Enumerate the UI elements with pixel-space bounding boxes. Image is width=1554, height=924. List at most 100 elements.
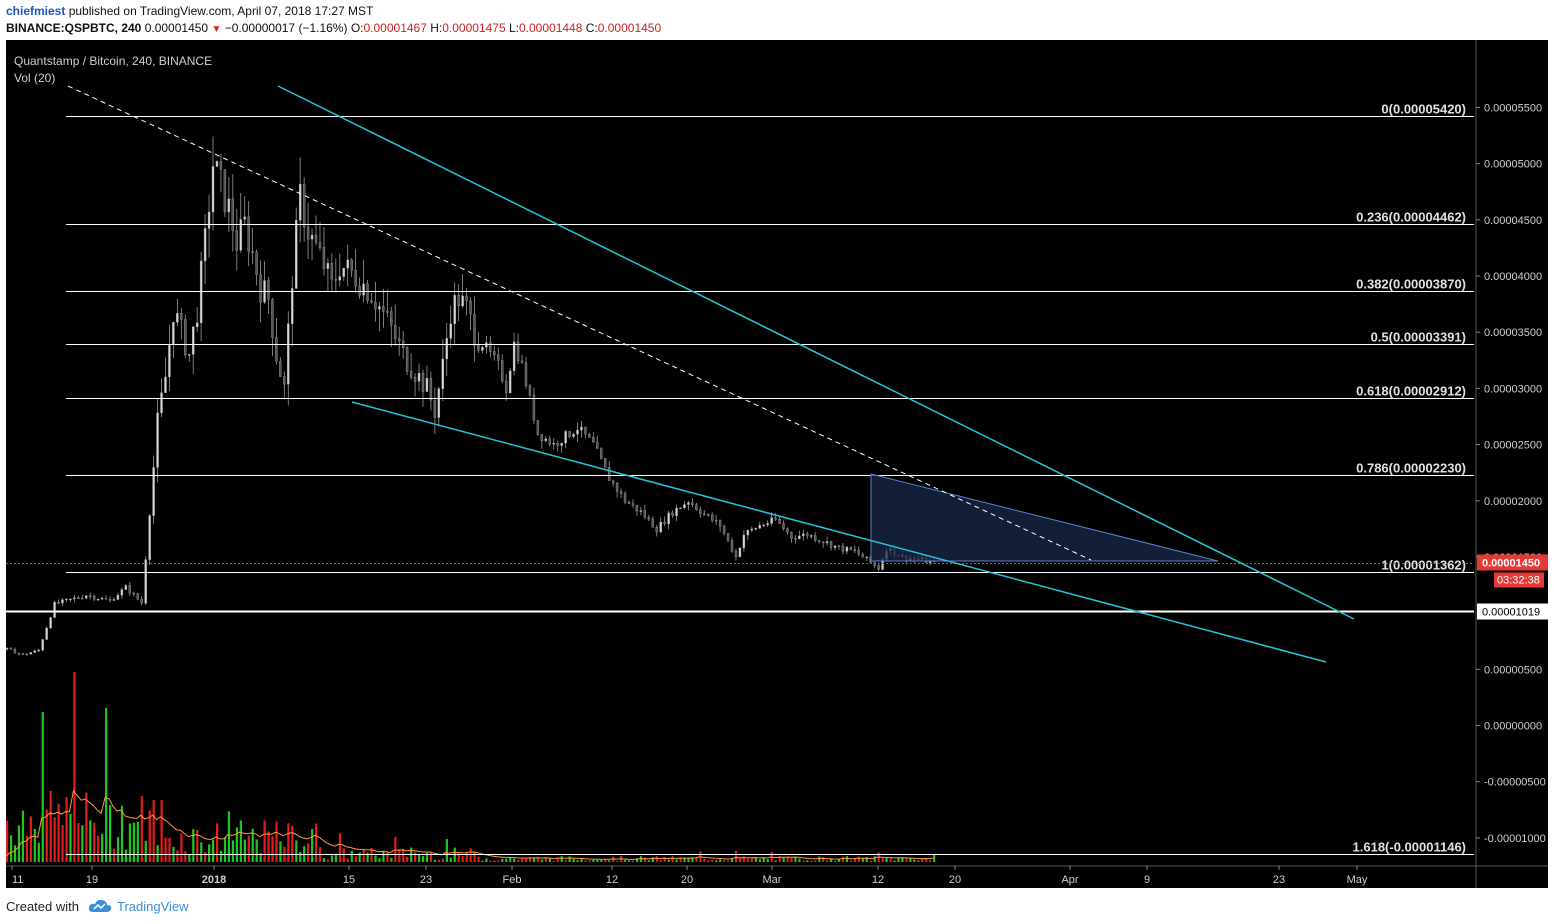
- volume-bar: [485, 858, 488, 862]
- high-label: H:: [430, 21, 443, 35]
- volume-bar: [461, 855, 464, 862]
- candle-body: [425, 377, 429, 392]
- volume-bar: [136, 821, 139, 862]
- volume-bar: [790, 857, 793, 862]
- candle-body: [211, 166, 215, 213]
- x-tick-label: 15: [343, 874, 355, 886]
- fib-level-label: 0.5(0.00003391): [1371, 330, 1466, 345]
- candle-body: [437, 388, 441, 418]
- last-price-label: 0.00001450: [1482, 558, 1540, 570]
- volume-bar: [889, 858, 892, 862]
- volume-bar: [513, 858, 516, 862]
- candle-body: [802, 533, 805, 537]
- volume-bar: [469, 848, 472, 862]
- y-tick-label: -0.00001000: [1484, 833, 1546, 845]
- volume-bar: [196, 829, 199, 862]
- candle-body: [17, 652, 21, 655]
- volume-bar: [251, 828, 254, 862]
- volume-bar: [493, 860, 496, 862]
- candle-body: [647, 517, 651, 520]
- volume-bar: [41, 712, 44, 862]
- author-link[interactable]: chiefmiest: [6, 4, 66, 18]
- triangle-pattern: [870, 473, 1219, 562]
- price-chart[interactable]: 0(0.00005420) 0.236(0.00004462) 0.382(0.00…: [6, 40, 1548, 888]
- volume-bar: [933, 854, 936, 862]
- candle-body: [663, 521, 666, 525]
- volume-bar: [865, 857, 868, 862]
- candle-body: [88, 595, 92, 598]
- volume-bar: [750, 857, 754, 862]
- candles: [6, 136, 936, 656]
- candle-body: [726, 533, 730, 541]
- close-value: 0.00001450: [597, 21, 662, 35]
- candle-body: [326, 262, 330, 269]
- candle-body: [390, 311, 393, 326]
- candle-body: [298, 184, 302, 221]
- x-tick-label: 23: [1273, 874, 1285, 886]
- symbol-label: BINANCE:QSPBTC, 240: [6, 21, 142, 35]
- y-tick-label: 0.00005500: [1484, 102, 1542, 114]
- candle-body: [600, 448, 603, 459]
- volume-bar: [184, 851, 187, 862]
- tradingview-brand-link[interactable]: TradingView: [117, 899, 189, 914]
- fib-level-label: 0.618(0.00002912): [1356, 384, 1466, 399]
- candle-body: [758, 525, 761, 529]
- candle-body: [703, 513, 706, 515]
- volume-bar: [723, 860, 726, 862]
- volume-bar: [350, 850, 353, 862]
- candle-body: [762, 524, 765, 527]
- candle-body: [699, 509, 702, 514]
- x-tick-label: 20: [681, 874, 693, 886]
- candle-body: [160, 392, 163, 414]
- candle-body: [497, 354, 500, 361]
- volume-bar: [243, 839, 246, 862]
- candle-body: [631, 503, 635, 506]
- volume-bar: [299, 852, 302, 862]
- volume-bar: [679, 857, 682, 862]
- volume-bar: [109, 805, 112, 862]
- candle-body: [806, 533, 809, 537]
- volume-bar: [473, 851, 476, 862]
- created-with-text: Created with: [6, 899, 79, 914]
- volume-bar: [45, 809, 48, 862]
- volume-bar: [584, 860, 587, 862]
- volume-bar: [655, 856, 658, 862]
- candle-body: [350, 259, 353, 271]
- volume-bar: [754, 857, 757, 862]
- volume-legend: Vol (20): [14, 71, 56, 85]
- candle-body: [322, 247, 326, 269]
- volume-bar: [917, 860, 920, 862]
- x-tick-label: Apr: [1061, 874, 1078, 886]
- open-label: O:: [350, 21, 364, 35]
- volume-bar: [366, 852, 369, 862]
- chart-canvas[interactable]: 0(0.00005420) 0.236(0.00004462) 0.382(0.00…: [6, 40, 1548, 888]
- volume-bar: [192, 829, 195, 862]
- volume-bar: [271, 836, 274, 862]
- volume-bar: [627, 860, 631, 862]
- volume-bar: [869, 860, 872, 862]
- volume-bar: [445, 839, 448, 862]
- candle-body: [96, 598, 100, 601]
- volume-bar: [822, 857, 825, 862]
- volume-bar: [786, 856, 789, 862]
- volume-bar: [215, 823, 219, 862]
- candle-body: [413, 376, 417, 382]
- volume-bar: [223, 837, 227, 862]
- candle-body: [283, 376, 286, 385]
- volume-bar: [354, 856, 357, 862]
- candle-body: [651, 518, 654, 528]
- symbol-ohlc: BINANCE:QSPBTC, 240 0.00001450 ▼ −0.0000…: [6, 21, 661, 35]
- volume-bar: [731, 858, 734, 862]
- candle-body: [718, 520, 722, 527]
- volume-bar: [711, 859, 714, 862]
- volume-bar: [295, 840, 298, 862]
- volume-bar: [778, 856, 781, 862]
- candle-body: [544, 438, 547, 442]
- volume-bar: [616, 860, 619, 862]
- volume-bar: [719, 859, 722, 862]
- candle-body: [722, 526, 726, 534]
- volume-bar: [481, 860, 484, 862]
- candle-body: [231, 198, 235, 231]
- volume-bar: [624, 859, 627, 862]
- volume-bar: [394, 836, 397, 862]
